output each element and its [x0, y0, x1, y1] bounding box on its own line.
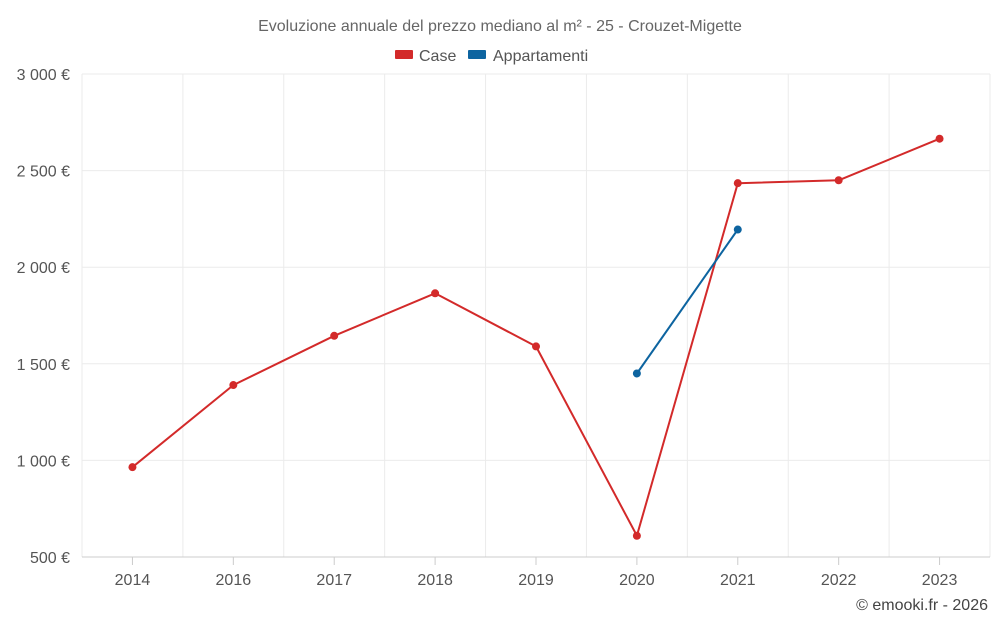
data-point-case[interactable] — [935, 134, 944, 143]
legend-swatch-appartamenti — [468, 50, 486, 59]
x-tick-label: 2018 — [417, 572, 453, 589]
data-point-case[interactable] — [532, 342, 540, 351]
series-group — [128, 134, 944, 540]
data-point-case[interactable] — [330, 331, 339, 340]
y-tick-label: 1 000 € — [17, 453, 70, 470]
legend-swatch-case — [395, 50, 413, 59]
credit-text: © emooki.fr - 2026 — [856, 597, 988, 614]
data-point-appartamenti[interactable] — [733, 225, 742, 234]
data-point-appartamenti[interactable] — [632, 369, 641, 378]
x-tick-label: 2021 — [720, 572, 756, 589]
data-point-case[interactable] — [733, 179, 742, 188]
legend-label-appartamenti[interactable]: Appartamenti — [493, 48, 588, 65]
data-point-case[interactable] — [229, 381, 238, 390]
data-point-case[interactable] — [128, 463, 137, 472]
legend: Case Appartamenti — [395, 48, 588, 65]
y-tick-label: 1 500 € — [17, 357, 70, 374]
x-tick-label: 2017 — [316, 572, 352, 589]
chart-title: Evoluzione annuale del prezzo mediano al… — [258, 18, 742, 35]
y-tick-label: 500 € — [30, 550, 70, 567]
x-tick-label: 2023 — [922, 572, 958, 589]
series-line-case — [131, 137, 940, 537]
x-axis: 2014 2016 2017 2018 2019 2020 2021 2022 2023 — [82, 556, 990, 589]
x-tick-label: 2016 — [216, 572, 252, 589]
x-tick-label: 2022 — [821, 572, 857, 589]
y-axis: 500 € 1 000 € 1 500 € 2 000 € 2 500 € 3 000 € — [17, 67, 70, 567]
y-tick-label: 2 500 € — [17, 164, 70, 181]
data-point-case[interactable] — [632, 531, 641, 540]
y-tick-label: 2 000 € — [17, 260, 70, 277]
data-point-case[interactable] — [431, 289, 440, 298]
x-tick-label: 2019 — [518, 572, 554, 589]
series-line-appartamenti — [636, 228, 739, 375]
data-point-case[interactable] — [834, 176, 843, 185]
y-tick-label: 3 000 € — [17, 67, 70, 84]
x-tick-label: 2014 — [115, 572, 151, 589]
x-tick-label: 2020 — [619, 572, 655, 589]
grid — [81, 73, 991, 557]
legend-label-case[interactable]: Case — [419, 48, 456, 65]
